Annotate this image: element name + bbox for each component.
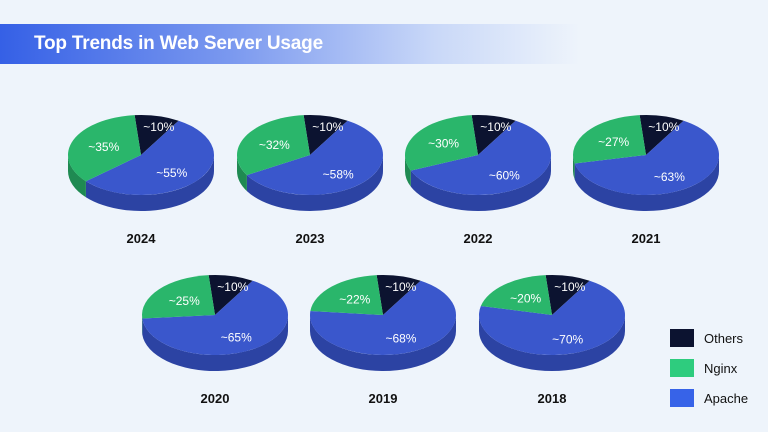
- pie-side-nginx: [68, 155, 86, 198]
- pie-slice-nginx: [142, 275, 215, 319]
- data-label-nginx: ~22%: [339, 292, 370, 306]
- pie-slice-others: [303, 115, 348, 155]
- pie-slice-nginx: [68, 115, 141, 182]
- legend-label: Apache: [704, 390, 749, 406]
- pie-slice-others: [471, 115, 516, 155]
- pie-side-apache: [479, 315, 625, 371]
- pie-slice-others: [376, 275, 421, 315]
- legend-item-nginx: Nginx: [670, 353, 748, 383]
- pie-side-apache: [410, 155, 551, 211]
- data-label-apache: ~58%: [323, 168, 354, 182]
- pie-slice-others: [639, 115, 684, 155]
- data-label-others: ~10%: [217, 280, 248, 294]
- page-title: Top Trends in Web Server Usage: [34, 33, 323, 54]
- pie-side-apache: [246, 155, 383, 212]
- pie-slice-apache: [246, 120, 383, 195]
- pie-slice-apache: [410, 120, 551, 195]
- data-label-nginx: ~35%: [88, 140, 119, 154]
- pie-slice-others: [208, 275, 253, 315]
- pie-slice-nginx: [480, 275, 552, 315]
- data-label-others: ~10%: [143, 120, 174, 134]
- data-label-others: ~10%: [312, 120, 343, 134]
- pie-side-nginx: [405, 155, 411, 187]
- pie-slice-apache: [479, 280, 625, 355]
- legend-label: Nginx: [704, 360, 738, 376]
- year-label: 2023: [296, 231, 325, 246]
- pie-slice-nginx: [236, 115, 310, 176]
- year-label: 2019: [369, 391, 398, 406]
- data-label-nginx: ~25%: [169, 294, 200, 308]
- data-label-nginx: ~30%: [428, 137, 459, 151]
- year-label: 2024: [127, 231, 157, 246]
- data-label-apache: ~60%: [489, 169, 520, 183]
- legend-swatch-others: [670, 329, 694, 347]
- pie-slice-apache: [309, 280, 456, 355]
- data-label-others: ~10%: [385, 280, 416, 294]
- pie-slice-apache: [574, 120, 719, 195]
- pie-slice-nginx: [404, 115, 478, 171]
- year-label: 2018: [538, 391, 567, 406]
- legend: Others Nginx Apache: [670, 323, 748, 413]
- pie-side-apache: [310, 315, 456, 371]
- pie-slice-others: [545, 275, 590, 315]
- data-label-apache: ~63%: [654, 170, 685, 184]
- pie-side-apache: [85, 155, 214, 211]
- legend-label: Others: [704, 330, 744, 346]
- pie-slice-apache: [142, 280, 288, 355]
- legend-item-apache: Apache: [670, 383, 748, 413]
- data-label-nginx: ~20%: [510, 291, 541, 305]
- data-label-others: ~10%: [554, 280, 585, 294]
- data-label-apache: ~55%: [156, 166, 187, 180]
- pie-slice-nginx: [310, 275, 383, 315]
- pie-side-apache: [574, 155, 719, 212]
- data-label-apache: ~68%: [385, 332, 416, 346]
- pie-side-apache: [142, 315, 288, 371]
- pie-slice-nginx: [572, 115, 646, 164]
- legend-item-others: Others: [670, 323, 748, 353]
- data-label-nginx: ~27%: [598, 135, 629, 149]
- pie-side-nginx: [237, 155, 247, 192]
- data-label-apache: ~70%: [552, 332, 583, 346]
- title-banner: [0, 24, 580, 64]
- year-label: 2021: [632, 231, 661, 246]
- year-label: 2022: [464, 231, 493, 246]
- data-label-nginx: ~32%: [259, 138, 290, 152]
- data-label-apache: ~65%: [221, 331, 252, 345]
- pie-side-nginx: [573, 155, 575, 180]
- pie-slice-others: [134, 115, 179, 155]
- legend-swatch-apache: [670, 389, 694, 407]
- year-label: 2020: [201, 391, 230, 406]
- pie-slice-apache: [85, 120, 215, 195]
- data-label-others: ~10%: [480, 120, 511, 134]
- legend-swatch-nginx: [670, 359, 694, 377]
- data-label-others: ~10%: [648, 120, 679, 134]
